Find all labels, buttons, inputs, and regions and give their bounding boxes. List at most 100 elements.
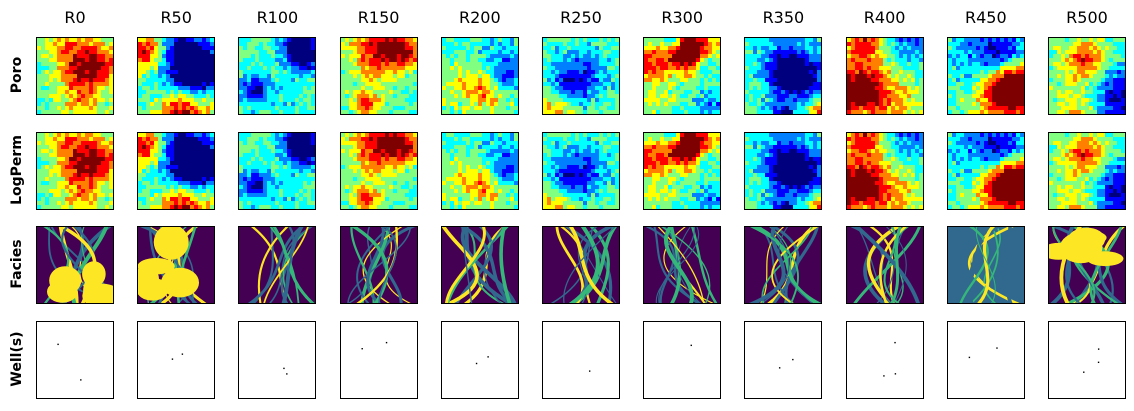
logperm-map	[644, 132, 721, 209]
facies-map	[745, 227, 822, 304]
wells-map	[690, 344, 693, 347]
well-marker	[690, 344, 693, 347]
panel-poro-r200	[440, 37, 519, 115]
poro-map	[543, 38, 619, 114]
logperm-map	[37, 132, 113, 209]
logperm-map	[340, 132, 417, 209]
well-marker	[385, 342, 387, 344]
facies-map	[846, 227, 923, 304]
panel-poro-r150	[339, 37, 418, 115]
well-marker	[361, 348, 363, 350]
wells-map	[361, 342, 387, 350]
column-title-r400: R400	[863, 8, 906, 27]
column-title-r200: R200	[458, 8, 501, 27]
poro-map	[239, 38, 316, 114]
poro-map	[37, 38, 113, 114]
well-marker	[475, 362, 478, 365]
panel-poro-r350	[744, 37, 823, 115]
facies-map	[1049, 227, 1125, 304]
poro-map	[745, 38, 822, 114]
wells-map	[779, 358, 794, 369]
poro-map	[1049, 38, 1125, 114]
facies-map	[340, 227, 417, 304]
panel-logperm-r0	[36, 131, 114, 210]
logperm-map	[239, 132, 316, 209]
logperm-map	[1049, 132, 1125, 209]
poro-map	[947, 38, 1024, 114]
panel-logperm-r400	[845, 131, 924, 210]
panel-facies-r500	[1048, 226, 1126, 305]
logperm-map	[138, 132, 215, 209]
wells-map	[171, 353, 184, 360]
panel-wells-r300	[643, 321, 722, 400]
facies-map	[37, 227, 113, 304]
column-title-r50: R50	[160, 8, 192, 27]
panel-facies-r150	[339, 226, 418, 305]
well-marker	[1097, 348, 1100, 350]
facies-map	[644, 227, 721, 304]
wells-map	[968, 347, 998, 359]
panel-poro-r250	[542, 37, 620, 115]
row-label-poro: Poro	[9, 56, 25, 94]
poro-map	[846, 38, 923, 114]
column-title-r0: R0	[64, 8, 86, 27]
facies-map	[543, 227, 619, 304]
panel-poro-r50	[137, 37, 216, 115]
well-marker	[968, 356, 970, 359]
panel-wells-r200	[440, 321, 519, 400]
well-marker	[57, 343, 59, 346]
logperm-map	[441, 132, 518, 209]
panel-facies-r300	[643, 226, 722, 305]
logperm-map	[947, 132, 1024, 209]
panel-facies-r0	[36, 226, 114, 305]
panel-wells-r100	[238, 321, 317, 400]
panel-facies-r350	[744, 226, 823, 305]
panel-logperm-r200	[440, 131, 519, 210]
column-title-r300: R300	[661, 8, 704, 27]
facies-map	[138, 227, 215, 304]
well-marker	[283, 367, 286, 370]
panel-logperm-r50	[137, 131, 216, 210]
well-marker	[588, 370, 591, 372]
column-title-r100: R100	[256, 8, 299, 27]
well-marker	[893, 342, 896, 344]
panel-logperm-r250	[542, 131, 620, 210]
panel-poro-r500	[1048, 37, 1126, 115]
wells-map	[1083, 348, 1100, 373]
row-label-facies: Facies	[9, 239, 25, 289]
poro-map	[644, 38, 721, 114]
panel-wells-r50	[137, 321, 216, 400]
poro-map	[340, 38, 417, 114]
well-marker	[1097, 361, 1100, 364]
logperm-map	[846, 132, 923, 209]
panel-wells-r400	[845, 321, 924, 400]
well-marker	[894, 373, 896, 375]
logperm-map	[543, 132, 619, 209]
poro-map	[441, 38, 518, 114]
wells-map	[588, 370, 591, 372]
poro-map	[138, 38, 215, 114]
panel-wells-r150	[339, 321, 418, 400]
facies-map	[947, 227, 1024, 304]
row-label-logperm: LogPerm	[9, 134, 25, 205]
panel-poro-r0	[36, 37, 114, 115]
panel-poro-r100	[238, 37, 317, 115]
well-marker	[1083, 371, 1085, 373]
panel-wells-r500	[1048, 321, 1126, 400]
panel-facies-r200	[440, 226, 519, 305]
panel-logperm-r500	[1048, 131, 1126, 210]
well-marker	[996, 347, 998, 349]
well-marker	[286, 373, 288, 375]
panel-logperm-r150	[339, 131, 418, 210]
wells-map	[475, 356, 489, 365]
panel-wells-r350	[744, 321, 823, 400]
panel-poro-r450	[946, 37, 1025, 115]
column-title-r500: R500	[1066, 8, 1108, 27]
panel-wells-r250	[542, 321, 620, 400]
panel-logperm-r450	[946, 131, 1025, 210]
panel-logperm-r350	[744, 131, 823, 210]
well-marker	[779, 367, 781, 369]
well-marker	[487, 356, 489, 358]
wells-map	[283, 367, 288, 375]
